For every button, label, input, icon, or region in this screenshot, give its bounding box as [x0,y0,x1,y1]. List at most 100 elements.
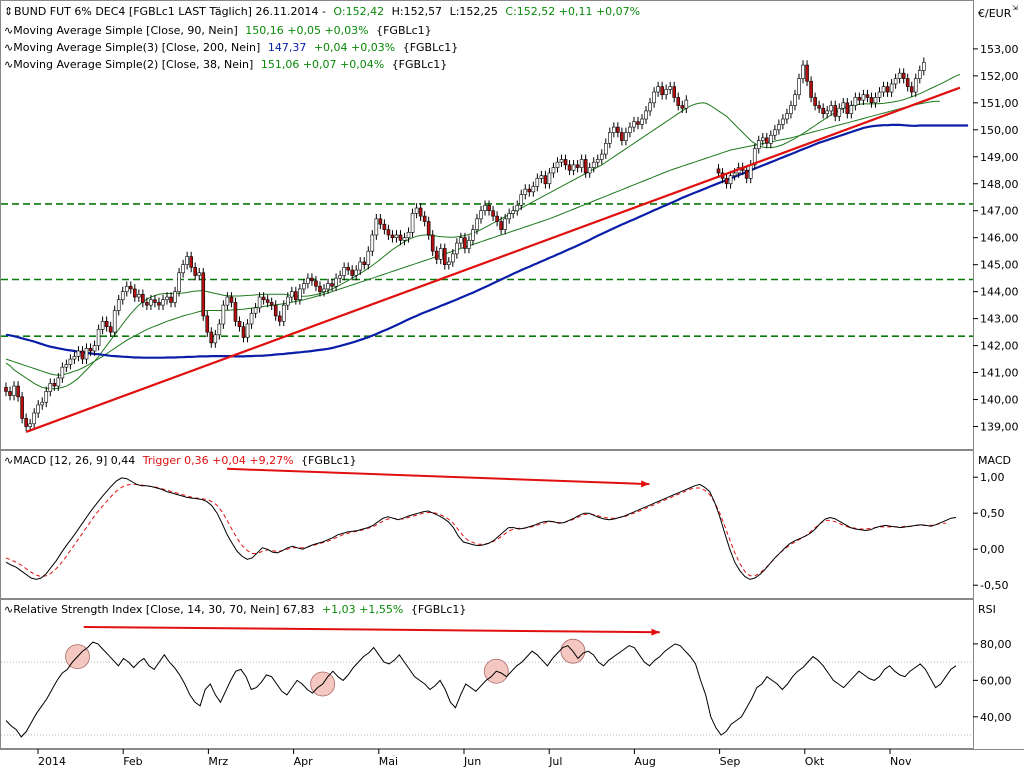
candle-body [865,94,870,98]
candle-body [40,401,45,406]
candle-body [209,331,214,344]
ma38-legend[interactable]: ∿Moving Average Simple(2) [Close, 38, Ne… [4,58,447,71]
candle-body [60,366,65,379]
price-tick-label: 139,00 [980,421,1019,434]
candle-body [777,124,781,131]
candle-body [245,323,250,338]
ohlc-close: C:152,52 +0,11 +0,07% [505,5,640,18]
time-tick-label: Mrz [208,755,228,768]
price-tick-label: 151,00 [980,97,1019,110]
candle-body [88,347,93,352]
candle-body [20,396,24,419]
candle-body [857,97,862,101]
ma90-legend[interactable]: ∿Moving Average Simple [Close, 90, Nein]… [4,24,432,37]
time-tick-label: Nov [890,755,912,768]
candle-body [32,412,36,425]
candle-body [608,132,612,144]
candle-body [797,78,801,96]
time-tick-label: Jul [548,755,562,768]
rsi-divergence-arrow [83,625,660,634]
rsi-change: +1,03 +1,55% [322,603,403,616]
trendline[interactable] [25,86,961,433]
candle-body [881,86,886,93]
rsi-divergence-arrow-head [651,628,660,636]
price-tick-label: 153,00 [980,43,1019,56]
candle-body [24,418,28,427]
candle-body [551,167,556,174]
candle-body [624,132,628,141]
macd-line [5,477,957,580]
candle-body [909,86,914,93]
candle-body [789,105,793,114]
price-tick-label: 150,00 [980,124,1019,137]
candle-body [475,218,479,230]
candle-body [487,205,491,212]
ma90-line [5,123,969,359]
candle-body [612,126,616,133]
candle-body [571,164,576,171]
macd-label: MACD [12, 26, 9] 0,44 [13,454,135,467]
rsi-tick-label: 60,00 [980,674,1012,687]
candle-body [173,291,177,303]
ma90-value: 150,16 +0,05 +0,03% [245,24,368,37]
candle-body [756,140,761,149]
price-tick-label: 143,00 [980,313,1019,326]
time-tick-label: Apr [294,755,314,768]
candle-body [672,86,677,98]
candle-body [656,86,660,93]
candle-body [853,97,858,106]
ma200-legend[interactable]: ∿Moving Average Simple(3) [Close, 200, N… [4,41,458,54]
candle-body [644,110,648,120]
candle-body [237,321,242,328]
candle-body [193,267,197,276]
rsi-axis: 80,00 60,00 40,00 [973,638,1012,724]
macd-divergence-arrow-head [640,480,650,488]
candle-body [748,164,753,179]
time-tick-label: Okt [805,755,825,768]
candle-body [378,218,383,225]
candle-body [559,159,564,163]
currency-label: €/EUR [978,7,1012,20]
price-panel[interactable] [0,0,974,450]
macd-panel[interactable] [0,450,974,599]
candle-body [418,207,423,217]
candle-body [587,167,592,174]
candle-body [833,105,838,117]
ma38-label: Moving Average Simple(2) [Close, 38, Nei… [13,58,253,71]
price-tick-label: 142,00 [980,340,1019,353]
candle-body [16,385,20,398]
candle-body [773,129,777,136]
macd-source: {FGBLc1} [301,454,357,467]
instrument-icon[interactable]: ⇕ [4,5,13,18]
candle-body [680,105,685,109]
price-tick-label: 148,00 [980,178,1019,191]
time-axis: 2014 Feb Mrz Apr Mai Jun Jul Aug Sep Okt Nov [37,749,912,768]
macd-lines [5,477,957,580]
candle-body [459,237,463,244]
candle-body [366,250,371,265]
candle-body [185,256,189,265]
macd-legend[interactable]: ∿MACD [12, 26, 9] 0,44 Trigger 0,36 +0,0… [4,454,357,467]
candle-body [213,334,218,344]
candle-body [145,302,149,306]
candle-body [249,312,254,325]
rsi-tick-label: 80,00 [980,638,1012,651]
ma200-value: 147,37 [268,41,307,54]
candle-body [394,234,399,238]
candle-body [8,391,12,396]
candle-body [781,118,785,125]
candle-body [841,102,846,109]
candle-body [599,153,604,160]
time-tick-label: 2014 [38,755,66,768]
candle-body [382,223,387,230]
candle-body [318,285,322,292]
candle-body [527,188,532,193]
candle-body [177,272,181,292]
price-tick-label: 145,00 [980,259,1019,272]
panel-menu-icon[interactable]: ⇲ [1012,4,1018,12]
candle-body [265,299,270,303]
ohlc-low: L:152,25 [450,5,498,18]
rsi-legend[interactable]: ∿Relative Strength Index [Close, 14, 30,… [4,603,466,616]
candle-body [805,64,809,82]
